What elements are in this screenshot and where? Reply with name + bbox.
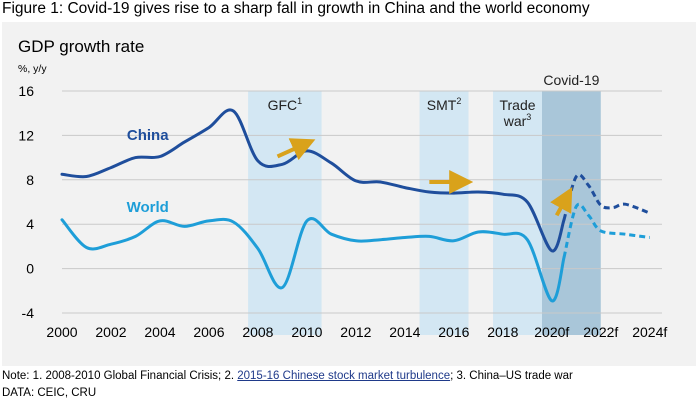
gridlines: -4 0 4 8 12 16 2000 2002 2004 2006 2008 2010 2012 201… (18, 83, 667, 340)
x-tick-label: 2024f (632, 324, 667, 340)
band-label-gfc: GFC1 (268, 96, 303, 113)
chart-panel: GFC1 SMT2 Trade war3 Covid-19 -4 0 4 8 12 16 2000 2… (2, 22, 696, 366)
band-label-trade-line2: war3 (503, 112, 532, 129)
footnote-prefix: Note: 1. 2008-2010 Global Financial Cris… (2, 370, 238, 382)
x-tick-label: 2010 (291, 324, 322, 340)
figure-title: Figure 1: Covid-19 gives rise to a sharp… (2, 0, 590, 17)
x-tick-label: 2012 (340, 324, 371, 340)
x-tick-label: 2008 (242, 324, 273, 340)
band-gfc (248, 91, 322, 335)
band-label-smt: SMT2 (427, 96, 462, 113)
band-smt (419, 91, 469, 335)
series-label-china: China (127, 127, 169, 144)
x-tick-label: 2002 (95, 324, 126, 340)
series-label-world: World (127, 199, 169, 216)
band-label-covid-19: Covid-19 (543, 72, 599, 88)
x-tick-label: 2018 (487, 324, 518, 340)
x-tick-label: 2016 (438, 324, 469, 340)
x-tick-label: 2000 (46, 324, 77, 340)
y-tick-label: 4 (26, 216, 34, 232)
y-axis-unit-label: %, y/y (18, 63, 47, 75)
x-tick-label: 2004 (144, 324, 175, 340)
x-tick-label: 2006 (193, 324, 224, 340)
footnote: Note: 1. 2008-2010 Global Financial Cris… (2, 370, 573, 382)
y-tick-label: -4 (22, 305, 35, 321)
footnote-link[interactable]: 2015-16 Chinese stock market turbulence (237, 370, 451, 382)
chart-title: GDP growth rate (18, 37, 144, 56)
x-tick-label: 2022f (583, 324, 618, 340)
y-tick-label: 0 (26, 261, 34, 277)
trend-arrows (276, 138, 573, 217)
x-tick-label: 2020f (534, 324, 569, 340)
y-tick-label: 12 (18, 127, 34, 143)
series-line-china-forecast (562, 173, 651, 221)
series-line-world-forecast (562, 202, 650, 258)
band-label-trade: Trade (499, 97, 535, 113)
footnote-suffix: ; 3. China–US trade war (450, 370, 573, 382)
series-line-world-actual (60, 217, 566, 303)
series-lines (60, 108, 651, 303)
y-tick-label: 8 (26, 172, 34, 188)
chart-text: GDP growth rate %, y/y China World (18, 37, 169, 216)
series-line-china-actual (60, 108, 566, 253)
trend-arrow (276, 138, 316, 161)
trend-arrow (550, 187, 573, 217)
data-source: DATA: CEIC, CRU (2, 387, 97, 399)
x-tick-label: 2014 (389, 324, 420, 340)
y-tick-label: 16 (18, 83, 34, 99)
